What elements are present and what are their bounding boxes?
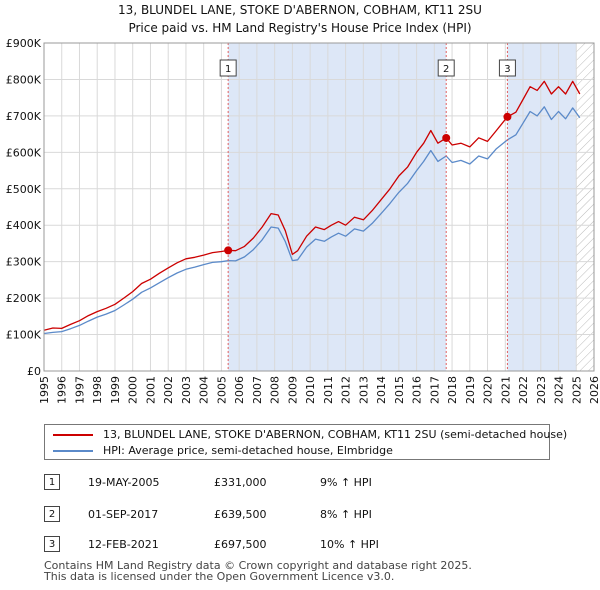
x-tick-label: 2019	[464, 376, 477, 404]
sale-marker-label: 2	[443, 64, 449, 75]
sale-point	[503, 112, 512, 121]
transaction-hpi: 9% ↑ HPI	[320, 476, 372, 489]
x-tick-label: 2002	[162, 376, 175, 404]
transaction-price: £331,000	[214, 476, 267, 489]
x-tick-label: 2008	[269, 376, 282, 404]
y-tick-label: £800K	[6, 73, 42, 86]
legend-swatch-property	[53, 434, 93, 436]
plot-frame	[43, 42, 595, 372]
x-tick-label: 1997	[73, 376, 86, 404]
x-tick-label: 2009	[286, 376, 299, 404]
transaction-date: 12-FEB-2021	[88, 538, 159, 551]
x-tick-label: 1995	[38, 376, 51, 404]
x-tick-label: 2005	[215, 376, 228, 404]
x-tick-label: 2017	[428, 376, 441, 404]
transaction-date: 01-SEP-2017	[88, 508, 159, 521]
y-tick-label: £900K	[6, 37, 42, 50]
x-tick-label: 2022	[517, 376, 530, 404]
y-tick-label: £600K	[6, 146, 42, 159]
x-tick-label: 2014	[375, 376, 388, 404]
sale-marker-label: 1	[225, 64, 231, 75]
legend-swatch-hpi	[53, 450, 93, 452]
x-tick-label: 1999	[109, 376, 122, 404]
x-tick-label: 2026	[588, 376, 600, 404]
y-tick-label: £100K	[6, 329, 42, 342]
forecast-hatch	[576, 43, 594, 371]
x-tick-label: 2003	[180, 376, 193, 404]
legend-label-hpi: HPI: Average price, semi-detached house,…	[103, 444, 393, 457]
x-tick-label: 2024	[553, 376, 566, 404]
transaction-hpi: 10% ↑ HPI	[320, 538, 379, 551]
property-series-line	[43, 80, 581, 331]
x-tick-label: 2007	[251, 376, 264, 404]
transaction-date: 19-MAY-2005	[88, 476, 160, 489]
sale-marker-label: 3	[504, 64, 510, 75]
sale-marker-box	[437, 59, 455, 77]
x-tick-label: 2020	[482, 376, 495, 404]
hpi-series-line	[43, 106, 581, 335]
transaction-price: £697,500	[214, 538, 267, 551]
legend: 13, BLUNDEL LANE, STOKE D'ABERNON, COBHA…	[44, 424, 567, 460]
footer-licence: This data is licensed under the Open Gov…	[44, 570, 395, 583]
ownership-shade	[228, 43, 447, 371]
x-tick-label: 2011	[322, 376, 335, 404]
footer-copyright: Contains HM Land Registry data © Crown c…	[44, 559, 472, 572]
x-tick-label: 2001	[144, 376, 157, 404]
y-tick-label: £400K	[6, 219, 42, 232]
transaction-row: 1 19-MAY-2005 £331,000 9% ↑ HPI	[44, 474, 444, 492]
transaction-row: 3 12-FEB-2021 £697,500 10% ↑ HPI	[44, 536, 444, 554]
transaction-hpi: 8% ↑ HPI	[320, 508, 372, 521]
transaction-number: 2	[44, 506, 60, 522]
ownership-shade	[507, 43, 577, 371]
x-tick-label: 2006	[233, 376, 246, 404]
sale-marker-box	[219, 59, 237, 77]
x-tick-label: 2013	[357, 376, 370, 404]
y-tick-label: £200K	[6, 292, 42, 305]
transaction-row: 2 01-SEP-2017 £639,500 8% ↑ HPI	[44, 506, 444, 524]
transaction-number: 3	[44, 536, 60, 552]
chart-subtitle: Price paid vs. HM Land Registry's House …	[128, 21, 472, 35]
x-tick-label: 2004	[198, 376, 211, 404]
y-tick-label: £500K	[6, 183, 42, 196]
x-tick-label: 2016	[411, 376, 424, 404]
x-tick-label: 2012	[340, 376, 353, 404]
x-tick-label: 2021	[499, 376, 512, 404]
x-tick-label: 2000	[127, 376, 140, 404]
transaction-number: 1	[44, 474, 60, 490]
x-tick-label: 1996	[56, 376, 69, 404]
x-tick-label: 2018	[446, 376, 459, 404]
x-tick-label: 2010	[304, 376, 317, 404]
sale-marker-box	[498, 59, 516, 77]
transaction-price: £639,500	[214, 508, 267, 521]
x-tick-label: 1998	[91, 376, 104, 404]
footer: Contains HM Land Registry data © Crown c…	[44, 560, 472, 582]
x-tick-label: 2023	[535, 376, 548, 404]
chart-title: 13, BLUNDEL LANE, STOKE D'ABERNON, COBHA…	[118, 3, 482, 17]
y-tick-label: £700K	[6, 110, 42, 123]
legend-label-property: 13, BLUNDEL LANE, STOKE D'ABERNON, COBHA…	[103, 428, 568, 441]
price-chart: 1 2 3 £0 £100K £200K £300K £400K £500K £600K £700…	[6, 37, 600, 404]
y-tick-label: £0	[27, 365, 41, 378]
x-tick-label: 2015	[393, 376, 406, 404]
y-tick-label: £300K	[6, 256, 42, 269]
sale-point	[224, 246, 233, 255]
x-tick-label: 2025	[570, 376, 583, 404]
sale-point	[442, 133, 451, 142]
